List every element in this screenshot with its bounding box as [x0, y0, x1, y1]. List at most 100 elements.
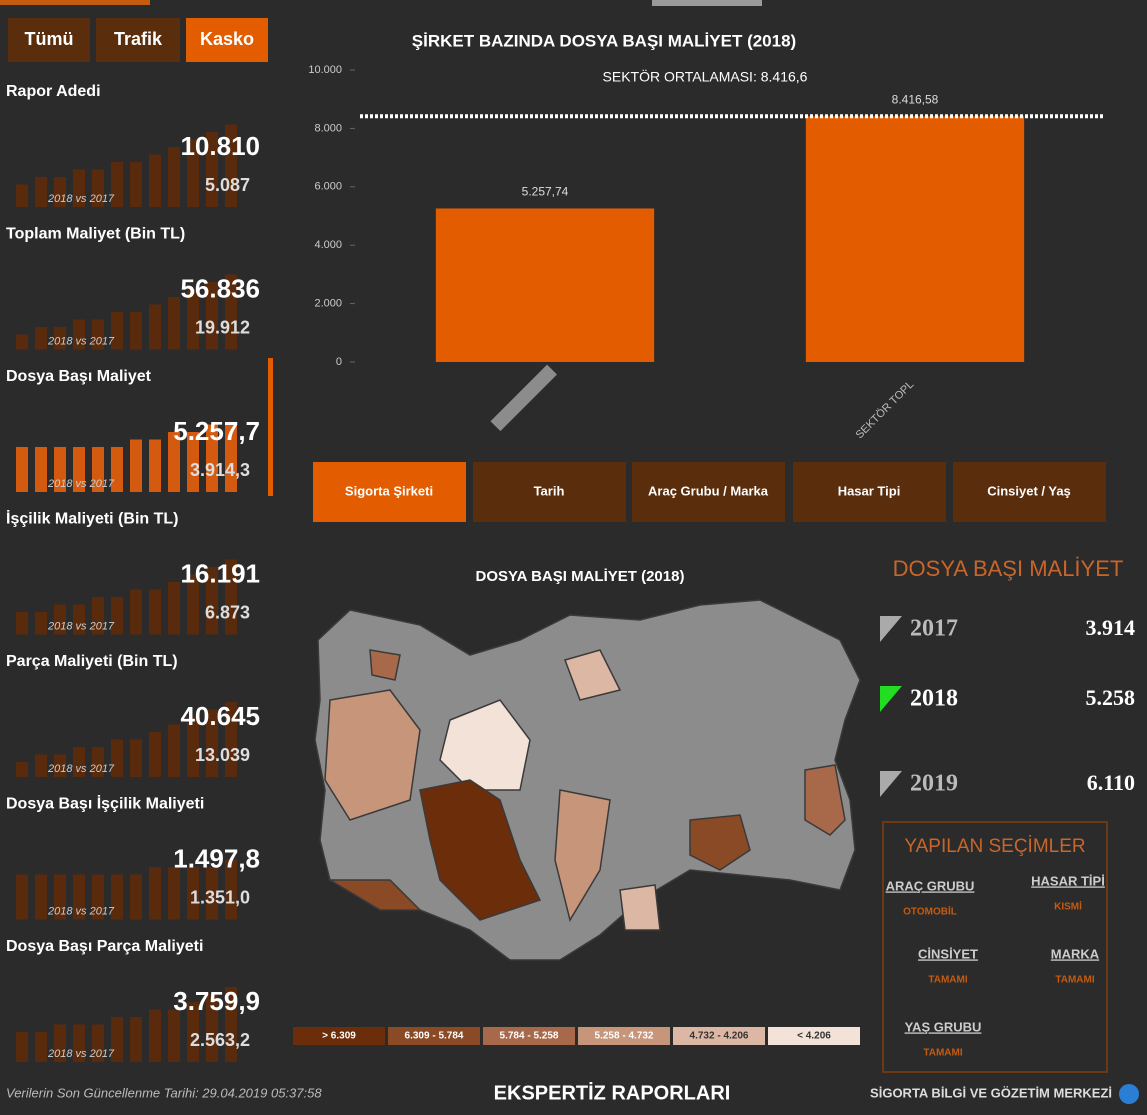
spark-bar	[16, 334, 28, 350]
spark-bar	[149, 154, 161, 207]
spark-bar	[187, 1002, 199, 1062]
spark-bar	[206, 132, 218, 207]
spark-bar	[206, 867, 218, 920]
y-tick-label: 0	[336, 356, 342, 368]
trend-arrow	[880, 686, 902, 712]
selection-name: YAŞ GRUBU	[905, 1019, 982, 1034]
spark-bar	[111, 162, 123, 207]
map-province	[369, 649, 401, 681]
nav-label: Tarih	[534, 483, 565, 498]
spark-bar	[168, 724, 180, 777]
map-title: DOSYA BAŞI MALİYET (2018)	[476, 568, 685, 585]
tab-button[interactable]	[8, 18, 90, 62]
legend-label: 5.784 - 5.258	[500, 1031, 559, 1042]
spark-bar	[35, 327, 47, 350]
spark-bar	[35, 612, 47, 635]
spark-bar	[16, 762, 28, 777]
spark-bar	[149, 867, 161, 920]
spark-bar	[206, 282, 218, 350]
spark-bar	[111, 597, 123, 635]
map-province	[564, 649, 622, 701]
spark-bar	[111, 874, 123, 920]
legend-label: 5.258 - 4.732	[595, 1031, 654, 1042]
kpi-previous: 2.563,2	[190, 1030, 250, 1050]
spark-bar	[73, 169, 85, 207]
spark-bar	[54, 604, 66, 635]
y-tick-label: 4.000	[314, 239, 342, 251]
kpi-value: 3.759,9	[173, 986, 260, 1016]
spark-bar	[35, 874, 47, 920]
top-accent	[0, 0, 150, 5]
legend-swatch	[673, 1027, 765, 1045]
spark-bar	[206, 567, 218, 635]
spark-bar	[54, 177, 66, 207]
kpi-value: 5.257,7	[173, 416, 260, 446]
spark-bar	[149, 439, 161, 492]
kpi-caption: 2018 vs 2017	[47, 193, 115, 205]
selection-name: CİNSİYET	[918, 946, 978, 961]
kpi-label: Toplam Maliyet (Bin TL)	[6, 226, 185, 243]
legend-label: 6.309 - 5.784	[405, 1031, 464, 1042]
chart-subtitle: SEKTÖR ORTALAMASI: 8.416,6	[603, 68, 808, 85]
kpi-label: Parça Maliyeti (Bin TL)	[6, 653, 178, 670]
spark-bar	[16, 184, 28, 207]
spark-bar	[73, 747, 85, 777]
kpi-label: Rapor Adedi	[6, 83, 101, 100]
nav-button[interactable]	[793, 462, 946, 522]
spark-bar	[54, 1024, 66, 1062]
tab-button[interactable]	[186, 18, 268, 62]
spark-bar	[111, 739, 123, 777]
nav-label: Hasar Tipi	[838, 483, 901, 498]
kpi-previous: 5.087	[205, 175, 250, 195]
spark-bar	[35, 754, 47, 777]
bar	[435, 208, 655, 362]
nav-button[interactable]	[632, 462, 785, 522]
nav-label: Araç Grubu / Marka	[648, 483, 769, 498]
spark-bar	[130, 439, 142, 492]
legend-label: > 6.309	[322, 1031, 356, 1042]
map	[314, 599, 861, 961]
legend-swatch	[293, 1027, 385, 1045]
top-accent	[652, 0, 762, 6]
tab-label: Trafik	[114, 29, 163, 49]
tab-button[interactable]	[96, 18, 180, 62]
spark-bar	[54, 754, 66, 777]
map-province	[419, 779, 542, 921]
tab-label: Kasko	[200, 29, 254, 49]
data-label: 5.257,74	[522, 185, 569, 199]
kpi-caption: 2018 vs 2017	[47, 763, 115, 775]
spark-bar	[168, 1009, 180, 1062]
spark-bar	[225, 124, 237, 207]
spark-bar	[54, 327, 66, 350]
nav-button[interactable]	[473, 462, 626, 522]
spark-bar	[187, 867, 199, 920]
legend-swatch	[768, 1027, 860, 1045]
kpi-label: Dosya Başı Parça Maliyeti	[6, 938, 203, 955]
kpi-caption: 2018 vs 2017	[47, 478, 115, 490]
spark-bar	[225, 274, 237, 350]
summary-year: 2019	[910, 771, 958, 797]
summary-value: 3.914	[1086, 615, 1136, 640]
spark-bar	[187, 289, 199, 350]
spark-bar	[130, 1017, 142, 1062]
spark-bar	[225, 559, 237, 635]
selection-value: TAMAMI	[928, 975, 967, 986]
spark-bar	[168, 147, 180, 207]
spark-bar	[73, 447, 85, 492]
bar	[805, 116, 1025, 362]
kpi-caption: 2018 vs 2017	[47, 905, 115, 917]
nav-button[interactable]	[313, 462, 466, 522]
spark-bar	[54, 874, 66, 920]
kpi-previous: 6.873	[205, 602, 250, 622]
spark-bar	[168, 432, 180, 492]
spark-bar	[111, 1017, 123, 1062]
spark-bar	[149, 304, 161, 350]
data-label: 8.416,58	[892, 92, 939, 106]
spark-bar	[16, 612, 28, 635]
spark-bar	[130, 162, 142, 207]
spark-bar	[225, 424, 237, 492]
kpi-caption: 2018 vs 2017	[47, 1048, 115, 1060]
nav-button[interactable]	[953, 462, 1106, 522]
spark-bar	[187, 139, 199, 207]
